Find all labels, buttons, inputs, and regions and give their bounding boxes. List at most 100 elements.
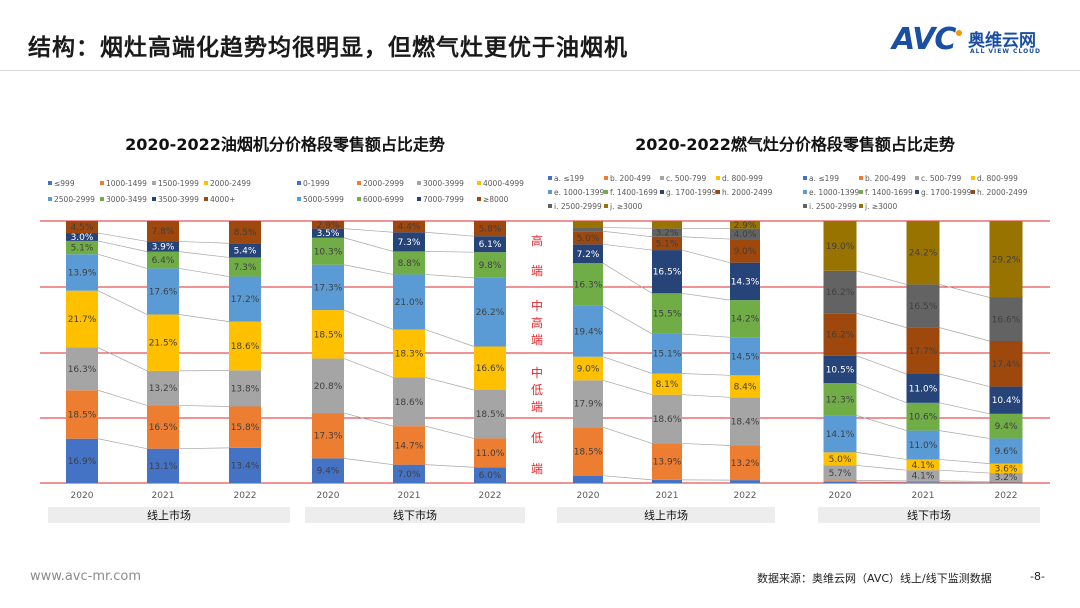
market-label: 线下市场 — [907, 508, 951, 522]
data-label: 14.2% — [731, 315, 760, 325]
bar-segment — [823, 355, 857, 384]
data-label: 5.7% — [829, 469, 852, 479]
bar-segment — [652, 333, 682, 374]
chart-title: 2020-2022油烟机分价格段零售额占比走势 — [125, 135, 445, 154]
legend-label: b. 200-499 — [865, 174, 906, 183]
bar-segment — [147, 241, 179, 252]
data-label: 9.8% — [479, 261, 502, 271]
series-connector — [424, 377, 475, 391]
legend-swatch — [859, 204, 863, 208]
series-connector — [343, 412, 394, 427]
x-tick-label: 2021 — [398, 491, 421, 501]
data-label: 7.3% — [234, 263, 257, 273]
legend-label: 3000-3499 — [106, 195, 147, 204]
series-connector — [602, 475, 653, 481]
bar-segment — [66, 438, 98, 483]
data-label: 6.0% — [479, 471, 502, 481]
legend-label: ≥8000 — [483, 195, 509, 204]
bar-segment — [312, 358, 344, 414]
data-label: 11.0% — [476, 449, 505, 459]
legend-label: c. 500-799 — [666, 174, 706, 183]
legend-swatch — [357, 181, 361, 185]
series-connector — [97, 232, 148, 242]
x-tick-label: 2022 — [234, 491, 257, 501]
data-label: 9.0% — [734, 247, 757, 257]
data-label: 5.1% — [71, 244, 94, 254]
series-connector — [602, 305, 653, 335]
legend-swatch — [477, 197, 481, 201]
legend-label: 4000+ — [210, 195, 235, 204]
legend-swatch — [417, 181, 421, 185]
market-label: 线下市场 — [393, 508, 437, 522]
data-label: 18.5% — [476, 410, 505, 420]
bar-segment — [474, 236, 506, 253]
legend-swatch — [152, 197, 156, 201]
bar-segment — [989, 297, 1023, 341]
bar-segment — [906, 470, 940, 481]
data-label: 9.0% — [577, 365, 600, 375]
bar-segment — [989, 413, 1023, 439]
series-connector — [856, 451, 907, 460]
data-label: 11.0% — [909, 384, 938, 394]
bar-segment — [147, 221, 179, 242]
x-tick-label: 2021 — [152, 491, 175, 501]
bar-segment — [989, 340, 1023, 387]
bar-segment — [312, 310, 344, 359]
legend-swatch — [716, 190, 720, 194]
legend-label: j. ≥3000 — [864, 202, 897, 211]
data-label: 8.4% — [734, 382, 757, 392]
x-tick-label: 2022 — [995, 491, 1018, 501]
bar-segment — [730, 337, 760, 376]
bar-segment — [312, 458, 344, 483]
series-connector — [424, 464, 475, 468]
data-label: 18.6% — [231, 342, 260, 352]
bar-segment — [730, 375, 760, 398]
bar-segment — [474, 389, 506, 439]
legend-swatch — [803, 176, 807, 180]
x-tick-label: 2020 — [317, 491, 340, 501]
data-label: 9.6% — [995, 447, 1018, 457]
bar-segment — [906, 374, 940, 403]
bar-segment — [730, 445, 760, 481]
data-label: 18.6% — [653, 415, 682, 425]
bar-segment — [652, 228, 682, 237]
data-label: 6.1% — [479, 240, 502, 250]
bar-segment — [989, 482, 1023, 483]
legend-label: 2000-2999 — [363, 179, 404, 188]
data-label: 16.3% — [68, 365, 97, 375]
series-connector — [343, 458, 394, 466]
bar-segment — [229, 276, 261, 322]
bar-segment — [229, 221, 261, 244]
legend-label: g. 1700-1999 — [921, 188, 972, 197]
data-label: 18.5% — [574, 447, 603, 457]
data-label: 14.1% — [826, 430, 855, 440]
logo-cn: 奥维云网 — [968, 31, 1036, 51]
bar-segment — [147, 314, 179, 371]
tier-label: 端 — [531, 264, 543, 278]
data-label: 10.5% — [826, 365, 855, 375]
series-connector — [602, 379, 653, 396]
data-label: 24.2% — [909, 249, 938, 259]
legend-label: g. 1700-1999 — [666, 188, 717, 197]
series-connector — [178, 241, 230, 244]
bar-segment — [823, 415, 857, 453]
data-label: 8.5% — [234, 228, 257, 238]
data-label: 5.4% — [234, 246, 257, 256]
data-label: 10.3% — [314, 247, 343, 257]
legend-label: 5000-5999 — [303, 195, 344, 204]
legend-swatch — [297, 181, 301, 185]
series-connector — [939, 459, 990, 464]
data-label: 9.4% — [317, 467, 340, 477]
data-label: 18.3% — [395, 349, 424, 359]
tier-label: 低 — [531, 431, 543, 445]
data-label: 13.9% — [653, 458, 682, 468]
bar-segment — [730, 262, 760, 301]
bar-segment — [906, 221, 940, 285]
bar-segment — [312, 413, 344, 459]
data-label: 17.4% — [992, 360, 1021, 370]
series-connector — [343, 309, 394, 330]
series-connector — [343, 358, 394, 378]
series-connector — [178, 268, 230, 277]
legend-label: 7000-7999 — [423, 195, 464, 204]
